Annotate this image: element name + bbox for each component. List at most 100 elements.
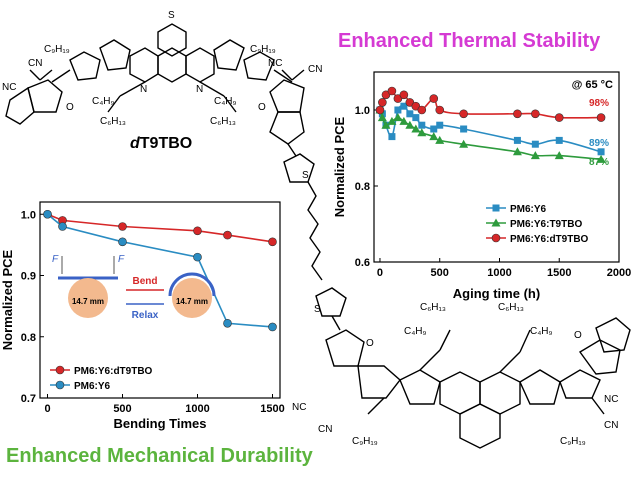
- label-c4h9-right: C₄H₉: [214, 96, 237, 107]
- thiophene-bottom-2: [399, 369, 441, 405]
- thiadiazole-bottom: [459, 403, 501, 449]
- legend-entry: PM6:Y6: [74, 381, 111, 392]
- thermal-data-point: [554, 113, 564, 122]
- thermal-ytick-label: 0.6: [355, 257, 370, 269]
- thermal-end-label: 89%: [589, 138, 609, 149]
- thermal-data-point: [400, 102, 408, 110]
- bending-data-point: [58, 222, 67, 231]
- thermal-end-label: 87%: [589, 157, 609, 168]
- bending-xtick-label: 1000: [185, 403, 209, 415]
- thermal-xtick-label: 500: [431, 267, 449, 279]
- label-n-right: N: [196, 84, 203, 95]
- indanone-right-ring: [269, 79, 305, 113]
- thermal-ytick-label: 1.0: [355, 105, 370, 117]
- thermal-data-point: [418, 121, 426, 129]
- bending-ylabel: Normalized PCE: [0, 249, 15, 350]
- thermal-data-point: [399, 116, 409, 125]
- thiophene-ring-left-1: [99, 39, 131, 71]
- force-label-left: F: [52, 254, 59, 265]
- thermal-xtick-label: 0: [377, 267, 383, 279]
- label-c6h13-right: C₆H₁₃: [210, 116, 236, 127]
- thermal-data-point: [405, 120, 415, 129]
- bending-data-point: [118, 222, 127, 231]
- thermal-legend: PM6:Y6 PM6:Y6:T9TBO PM6:Y6:dT9TBO: [486, 204, 589, 245]
- thermal-end-label: 98%: [589, 98, 609, 109]
- thiophene-bottom-4: [559, 369, 601, 399]
- thermal-data-point: [377, 113, 387, 122]
- thermal-data-point: [375, 105, 385, 115]
- label-cn-right: CN: [308, 64, 322, 75]
- thermal-xtick-label: 1000: [487, 267, 511, 279]
- thermal-data-point: [430, 125, 438, 133]
- bending-data-point: [223, 318, 232, 328]
- bend-label: Bend: [133, 276, 158, 287]
- molecule-name: dT9TBO: [130, 135, 193, 152]
- thiophene-linker-bottom: [315, 287, 347, 317]
- bending-xtick-label: 0: [44, 403, 50, 415]
- thermal-data-point: [436, 121, 444, 129]
- thermal-data-point: [435, 105, 445, 115]
- thermal-data-point: [435, 135, 445, 144]
- label-c6h13-bottom-right: C₆H₁₃: [498, 302, 524, 313]
- thermal-data-point: [411, 124, 421, 133]
- label-c6h13-left: C₆H₁₃: [100, 116, 126, 127]
- bending-ytick-label: 0.7: [21, 393, 36, 405]
- heading-thermal-stability: Enhanced Thermal Stability: [338, 30, 601, 52]
- thermal-data-point: [406, 110, 414, 118]
- label-nc-bottom-right: NC: [604, 394, 618, 405]
- bending-data-point: [223, 230, 232, 240]
- thermal-data-point: [512, 147, 522, 156]
- bending-data-point: [193, 226, 202, 236]
- bending-xlabel: Bending Times: [114, 416, 207, 431]
- bending-ytick-label: 0.9: [21, 271, 36, 283]
- thermal-ylabel: Normalized PCE: [332, 116, 347, 217]
- thermal-data-point: [596, 154, 606, 163]
- label-nc-left: NC: [2, 82, 16, 93]
- bending-xtick-label: 1500: [260, 403, 284, 415]
- label-c9h19-bottom-left: C₉H₁₉: [352, 436, 378, 447]
- legend-marker: [492, 204, 500, 212]
- label-c9h19-bottom-right: C₉H₁₉: [560, 436, 586, 447]
- label-c4h9-left: C₄H₉: [92, 96, 115, 107]
- diameter-label-right: 14.7 mm: [176, 297, 208, 306]
- thermal-data-point: [429, 132, 439, 141]
- thermal-data-point: [394, 106, 402, 114]
- legend-marker: [491, 233, 501, 243]
- thermal-data-point: [417, 105, 427, 115]
- bending-data-point: [118, 237, 127, 247]
- thermal-data-point: [387, 86, 397, 96]
- thermal-data-point: [596, 113, 606, 122]
- thermal-data-point: [417, 128, 427, 137]
- thiophene-linker-top: [283, 153, 315, 183]
- legend-marker: [491, 218, 501, 227]
- label-s-linker-bottom: S: [314, 304, 321, 315]
- indanone-bottom-left: [325, 329, 365, 367]
- legend-entry: PM6:Y6:dT9TBO: [74, 366, 153, 377]
- thiophene-bottom-1: [357, 365, 401, 399]
- bending-data-point: [193, 252, 202, 262]
- thermal-data-point: [381, 120, 391, 129]
- thermal-data-point: [429, 94, 439, 103]
- thermal-data-point: [387, 116, 397, 125]
- label-o-left: O: [66, 102, 74, 113]
- label-c6h13-bottom-left: C₆H₁₃: [420, 302, 446, 313]
- thermal-data-point: [388, 133, 396, 141]
- bending-legend: PM6:Y6:dT9TBO PM6:Y6: [50, 365, 153, 392]
- legend-entry: PM6:Y6: [510, 204, 547, 215]
- benzene-right: [269, 111, 305, 145]
- bending-data-point: [268, 322, 277, 332]
- force-label-right: F: [118, 254, 125, 265]
- thermal-xtick-label: 1500: [547, 267, 571, 279]
- thermal-data-point: [555, 136, 563, 144]
- bending-inset: F F 14.7 mm Bend Relax 14.7 mm: [52, 254, 216, 321]
- label-n-left: N: [140, 84, 147, 95]
- thiophene-ring-right-1: [213, 39, 245, 71]
- label-c9h19-right: C₉H₁₉: [250, 44, 276, 55]
- label-c4h9-bottom: C₄H₉: [404, 326, 427, 337]
- bent-substrate: [168, 272, 216, 297]
- label-cn-left: CN: [28, 58, 42, 69]
- diameter-label-left: 14.7 mm: [72, 297, 104, 306]
- thermal-xtick-label: 2000: [607, 267, 631, 279]
- bending-xtick-label: 500: [113, 403, 131, 415]
